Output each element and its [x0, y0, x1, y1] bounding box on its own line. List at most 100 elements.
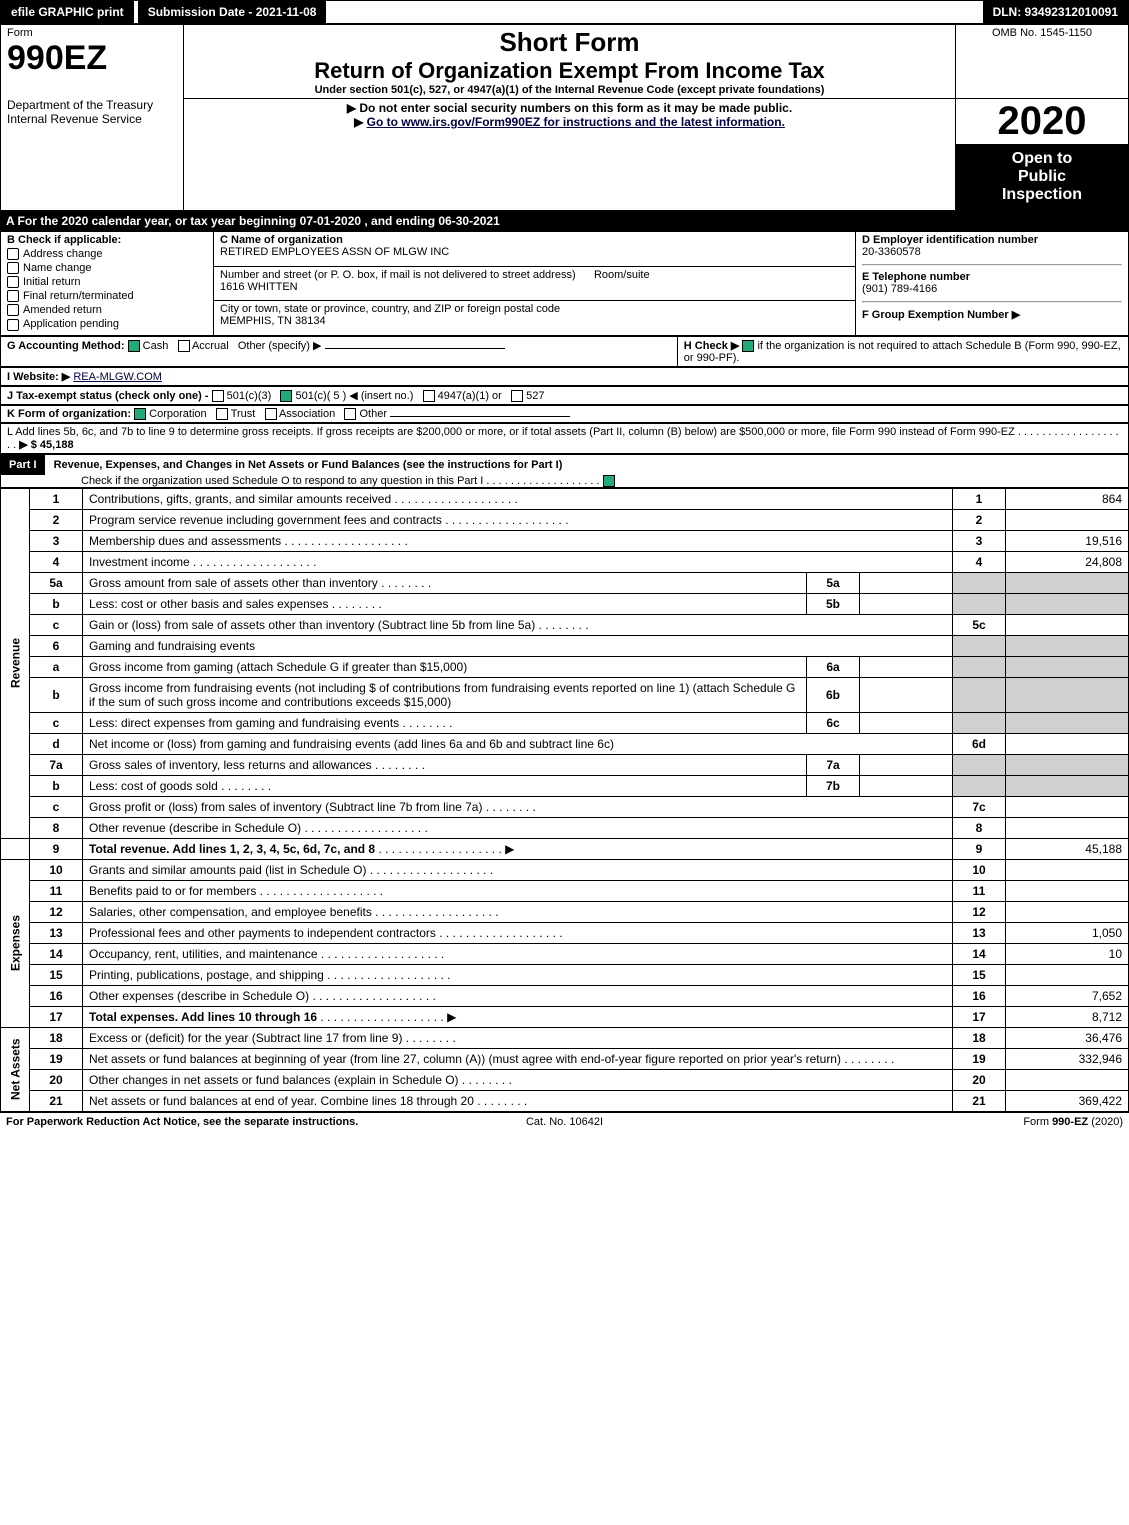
l6b-n: b [30, 677, 83, 712]
l9-r: 9 [953, 838, 1006, 859]
part1-checkO[interactable] [603, 475, 615, 487]
irs-label: Internal Revenue Service [7, 112, 177, 126]
j-4947[interactable] [423, 390, 435, 402]
l9-n: 9 [30, 838, 83, 859]
l11-n: 11 [30, 880, 83, 901]
open1: Open to [962, 150, 1122, 168]
l4-d: Investment income [89, 555, 190, 569]
omb-label: OMB No. 1545-1150 [962, 27, 1122, 39]
submission-date-label: Submission Date - 2021-11-08 [138, 1, 327, 23]
l9-v: 45,188 [1006, 838, 1129, 859]
l12-n: 12 [30, 901, 83, 922]
l5b-d: Less: cost or other basis and sales expe… [89, 597, 328, 611]
check-amended-label: Amended return [23, 304, 102, 316]
k-trust-l: Trust [231, 408, 256, 420]
check-pending[interactable] [7, 319, 19, 331]
goto-link[interactable]: Go to www.irs.gov/Form990EZ for instruct… [190, 115, 949, 129]
l7c-d: Gross profit or (loss) from sales of inv… [89, 800, 482, 814]
open2: Public [962, 168, 1122, 186]
l21-v: 369,422 [1006, 1090, 1129, 1111]
l18-r: 18 [953, 1027, 1006, 1048]
short-form-title: Short Form [190, 27, 949, 58]
g-other: Other (specify) ▶ [238, 340, 322, 352]
l6b-s: 6b [807, 677, 860, 712]
j-501c[interactable] [280, 390, 292, 402]
website-link[interactable]: REA-MLGW.COM [73, 371, 162, 383]
check-amended[interactable] [7, 304, 19, 316]
f-label: F Group Exemption Number ▶ [862, 309, 1020, 321]
street: 1616 WHITTEN [220, 281, 298, 293]
check-address[interactable] [7, 248, 19, 260]
room-label: Room/suite [594, 269, 650, 281]
l16-n: 16 [30, 985, 83, 1006]
city-label: City or town, state or province, country… [220, 303, 560, 315]
g-other-input[interactable] [325, 348, 505, 349]
l15-v [1006, 964, 1129, 985]
k-label: K Form of organization: [7, 408, 131, 420]
g-accrual-check[interactable] [178, 340, 190, 352]
l2-r: 2 [953, 509, 1006, 530]
l14-r: 14 [953, 943, 1006, 964]
check-initial[interactable] [7, 276, 19, 288]
l11-v [1006, 880, 1129, 901]
l6c-n: c [30, 712, 83, 733]
l6c-d: Less: direct expenses from gaming and fu… [89, 716, 399, 730]
part1-title: Revenue, Expenses, and Changes in Net As… [48, 455, 569, 475]
l8-r: 8 [953, 817, 1006, 838]
l21-d: Net assets or fund balances at end of ye… [89, 1094, 474, 1108]
l1-v: 864 [1006, 488, 1129, 509]
l-amount: ▶ $ 45,188 [19, 439, 73, 451]
l7c-n: c [30, 796, 83, 817]
j-o4: 527 [526, 390, 544, 402]
j-o2: 501(c)( 5 ) ◀ (insert no.) [296, 390, 414, 402]
l6-d: Gaming and fundraising events [83, 635, 953, 656]
netassets-section-label: Net Assets [1, 1027, 30, 1111]
check-initial-label: Initial return [23, 276, 80, 288]
g-cash-check[interactable] [128, 340, 140, 352]
l6-n: 6 [30, 635, 83, 656]
footer-mid: Cat. No. 10642I [526, 1116, 603, 1128]
l7c-v [1006, 796, 1129, 817]
k-corp-l: Corporation [149, 408, 206, 420]
l19-n: 19 [30, 1048, 83, 1069]
l6a-s: 6a [807, 656, 860, 677]
k-other[interactable] [344, 408, 356, 420]
phone: (901) 789-4166 [862, 283, 937, 295]
form-word: Form [7, 27, 177, 39]
k-trust[interactable] [216, 408, 228, 420]
l12-d: Salaries, other compensation, and employ… [89, 905, 372, 919]
k-assoc-l: Association [279, 408, 335, 420]
l17-d: Total expenses. Add lines 10 through 16 [89, 1010, 317, 1024]
k-other-input[interactable] [390, 416, 570, 417]
footer-left: For Paperwork Reduction Act Notice, see … [6, 1116, 526, 1128]
l7b-n: b [30, 775, 83, 796]
l18-d: Excess or (deficit) for the year (Subtra… [89, 1031, 402, 1045]
l6b-d: Gross income from fundraising events (no… [83, 677, 807, 712]
top-bar: efile GRAPHIC print Submission Date - 20… [0, 0, 1129, 24]
l21-r: 21 [953, 1090, 1006, 1111]
l8-d: Other revenue (describe in Schedule O) [89, 821, 301, 835]
k-corp[interactable] [134, 408, 146, 420]
footer-right: Form 990-EZ (2020) [603, 1116, 1123, 1128]
check-name[interactable] [7, 262, 19, 274]
j-501c3[interactable] [212, 390, 224, 402]
return-title: Return of Organization Exempt From Incom… [190, 58, 949, 84]
check-final[interactable] [7, 290, 19, 302]
l14-v: 10 [1006, 943, 1129, 964]
h-check[interactable] [742, 340, 754, 352]
dept-label: Department of the Treasury [7, 98, 177, 112]
j-527[interactable] [511, 390, 523, 402]
l20-d: Other changes in net assets or fund bala… [89, 1073, 459, 1087]
l5a-n: 5a [30, 572, 83, 593]
irs-link[interactable]: Go to www.irs.gov/Form990EZ for instruct… [367, 115, 785, 129]
k-assoc[interactable] [265, 408, 277, 420]
efile-print-button[interactable]: efile GRAPHIC print [1, 1, 134, 23]
c-label: C Name of organization [220, 234, 343, 246]
part1-table: Revenue 1 Contributions, gifts, grants, … [0, 488, 1129, 1112]
gh-row: G Accounting Method: Cash Accrual Other … [0, 336, 1129, 367]
tax-period-bar: A For the 2020 calendar year, or tax yea… [0, 211, 1129, 231]
l5a-s: 5a [807, 572, 860, 593]
l16-r: 16 [953, 985, 1006, 1006]
l5b-s: 5b [807, 593, 860, 614]
l7b-s: 7b [807, 775, 860, 796]
